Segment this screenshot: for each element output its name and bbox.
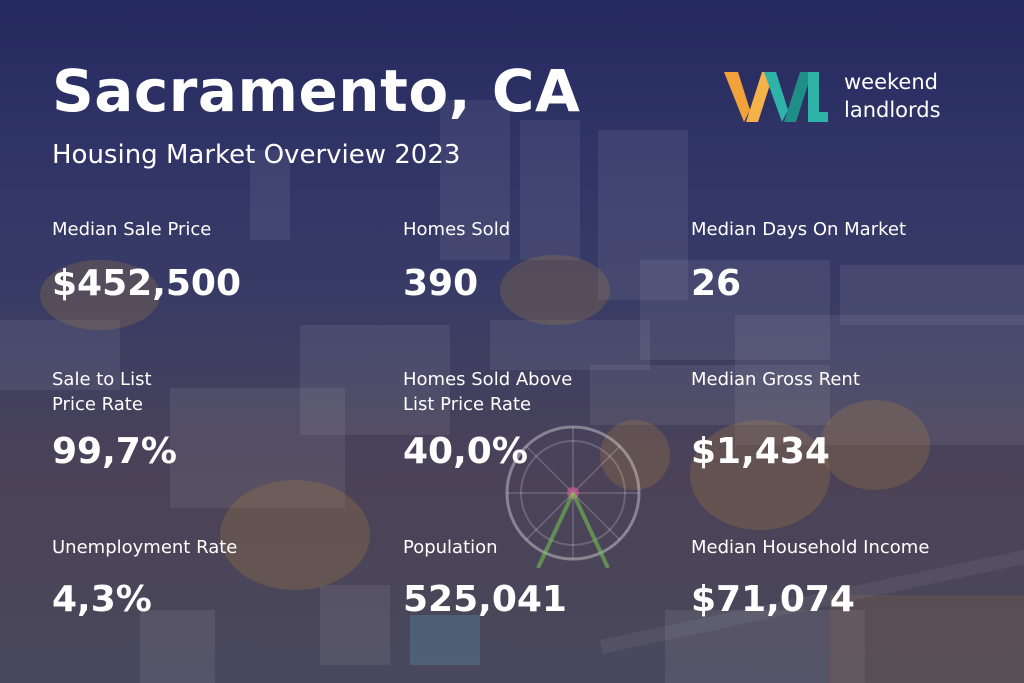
stat-label-population: Population — [403, 537, 498, 558]
stat-value-homes-sold: 390 — [403, 263, 479, 304]
page-subtitle: Housing Market Overview 2023 — [52, 140, 461, 170]
brand-name: weekend landlords — [844, 68, 941, 124]
stat-label-median-sale-price: Median Sale Price — [52, 219, 212, 240]
stat-value-sale-to-list-price-rate: 99,7% — [52, 431, 177, 472]
stat-label-homes-sold: Homes Sold — [403, 219, 511, 240]
page-title: Sacramento, CA — [52, 57, 581, 125]
stat-label-unemployment-rate: Unemployment Rate — [52, 537, 238, 558]
stat-label-homes-sold-above-list: Homes Sold Above List Price Rate — [403, 369, 573, 415]
stat-value-homes-sold-above-list: 40,0% — [403, 431, 528, 472]
wl-logo-icon — [724, 72, 828, 122]
stat-label-median-days-on-market: Median Days On Market — [691, 219, 907, 240]
stat-value-median-days-on-market: 26 — [691, 263, 742, 304]
stat-label-median-household-income: Median Household Income — [691, 537, 930, 558]
stat-label-median-gross-rent: Median Gross Rent — [691, 369, 860, 390]
stat-label-sale-to-list-price-rate: Sale to List Price Rate — [52, 369, 152, 415]
brand-name-line1: weekend — [844, 70, 938, 94]
brand-name-line2: landlords — [844, 98, 941, 122]
ferris-wheel-illustration — [505, 425, 641, 568]
stat-value-median-household-income: $71,074 — [691, 579, 855, 620]
stat-value-median-sale-price: $452,500 — [52, 263, 242, 304]
stat-value-median-gross-rent: $1,434 — [691, 431, 830, 472]
brand-logo: weekend landlords — [724, 66, 941, 126]
stat-value-population: 525,041 — [403, 579, 567, 620]
stat-value-unemployment-rate: 4,3% — [52, 579, 152, 620]
